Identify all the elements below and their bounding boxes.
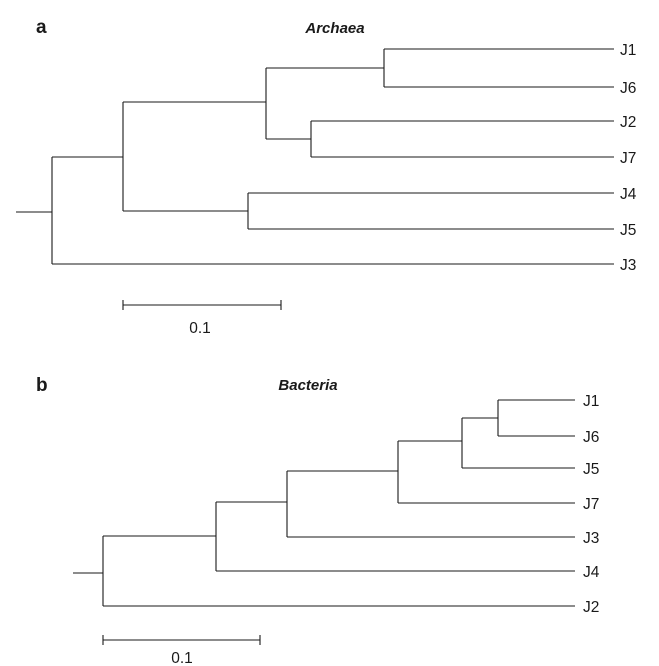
leaf-label: J5 bbox=[620, 222, 636, 239]
leaf-label: J3 bbox=[620, 257, 636, 274]
leaf-label: J6 bbox=[583, 429, 599, 446]
scale-bar: 0.1 bbox=[122, 300, 282, 337]
panel-b: b Bacteria bbox=[36, 375, 600, 666]
bacteria-tree bbox=[73, 399, 575, 607]
leaf-label: J1 bbox=[583, 393, 599, 410]
archaea-tree bbox=[16, 48, 614, 265]
panel-b-letter: b bbox=[36, 375, 48, 396]
leaf-label: J7 bbox=[583, 496, 599, 513]
bacteria-leaf-labels: J1 J6 J5 J7 J3 J4 J2 bbox=[583, 393, 600, 616]
leaf-label: J7 bbox=[620, 150, 636, 167]
panel-b-title: Bacteria bbox=[278, 377, 337, 394]
leaf-label: J5 bbox=[583, 461, 599, 478]
leaf-label: J1 bbox=[620, 42, 636, 59]
scale-bar-label: 0.1 bbox=[171, 650, 193, 666]
leaf-label: J3 bbox=[583, 530, 599, 547]
leaf-label: J4 bbox=[620, 186, 637, 203]
panel-a-letter: a bbox=[36, 17, 47, 38]
leaf-label: J2 bbox=[620, 114, 636, 131]
leaf-label: J6 bbox=[620, 80, 636, 97]
scale-bar: 0.1 bbox=[102, 635, 261, 666]
scale-bar-label: 0.1 bbox=[189, 320, 211, 337]
panel-a: a Archaea bbox=[16, 17, 637, 337]
panel-a-title: Archaea bbox=[304, 20, 364, 37]
leaf-label: J2 bbox=[583, 599, 599, 616]
archaea-leaf-labels: J1 J6 J2 J7 J4 J5 J3 bbox=[620, 42, 637, 274]
leaf-label: J4 bbox=[583, 564, 600, 581]
